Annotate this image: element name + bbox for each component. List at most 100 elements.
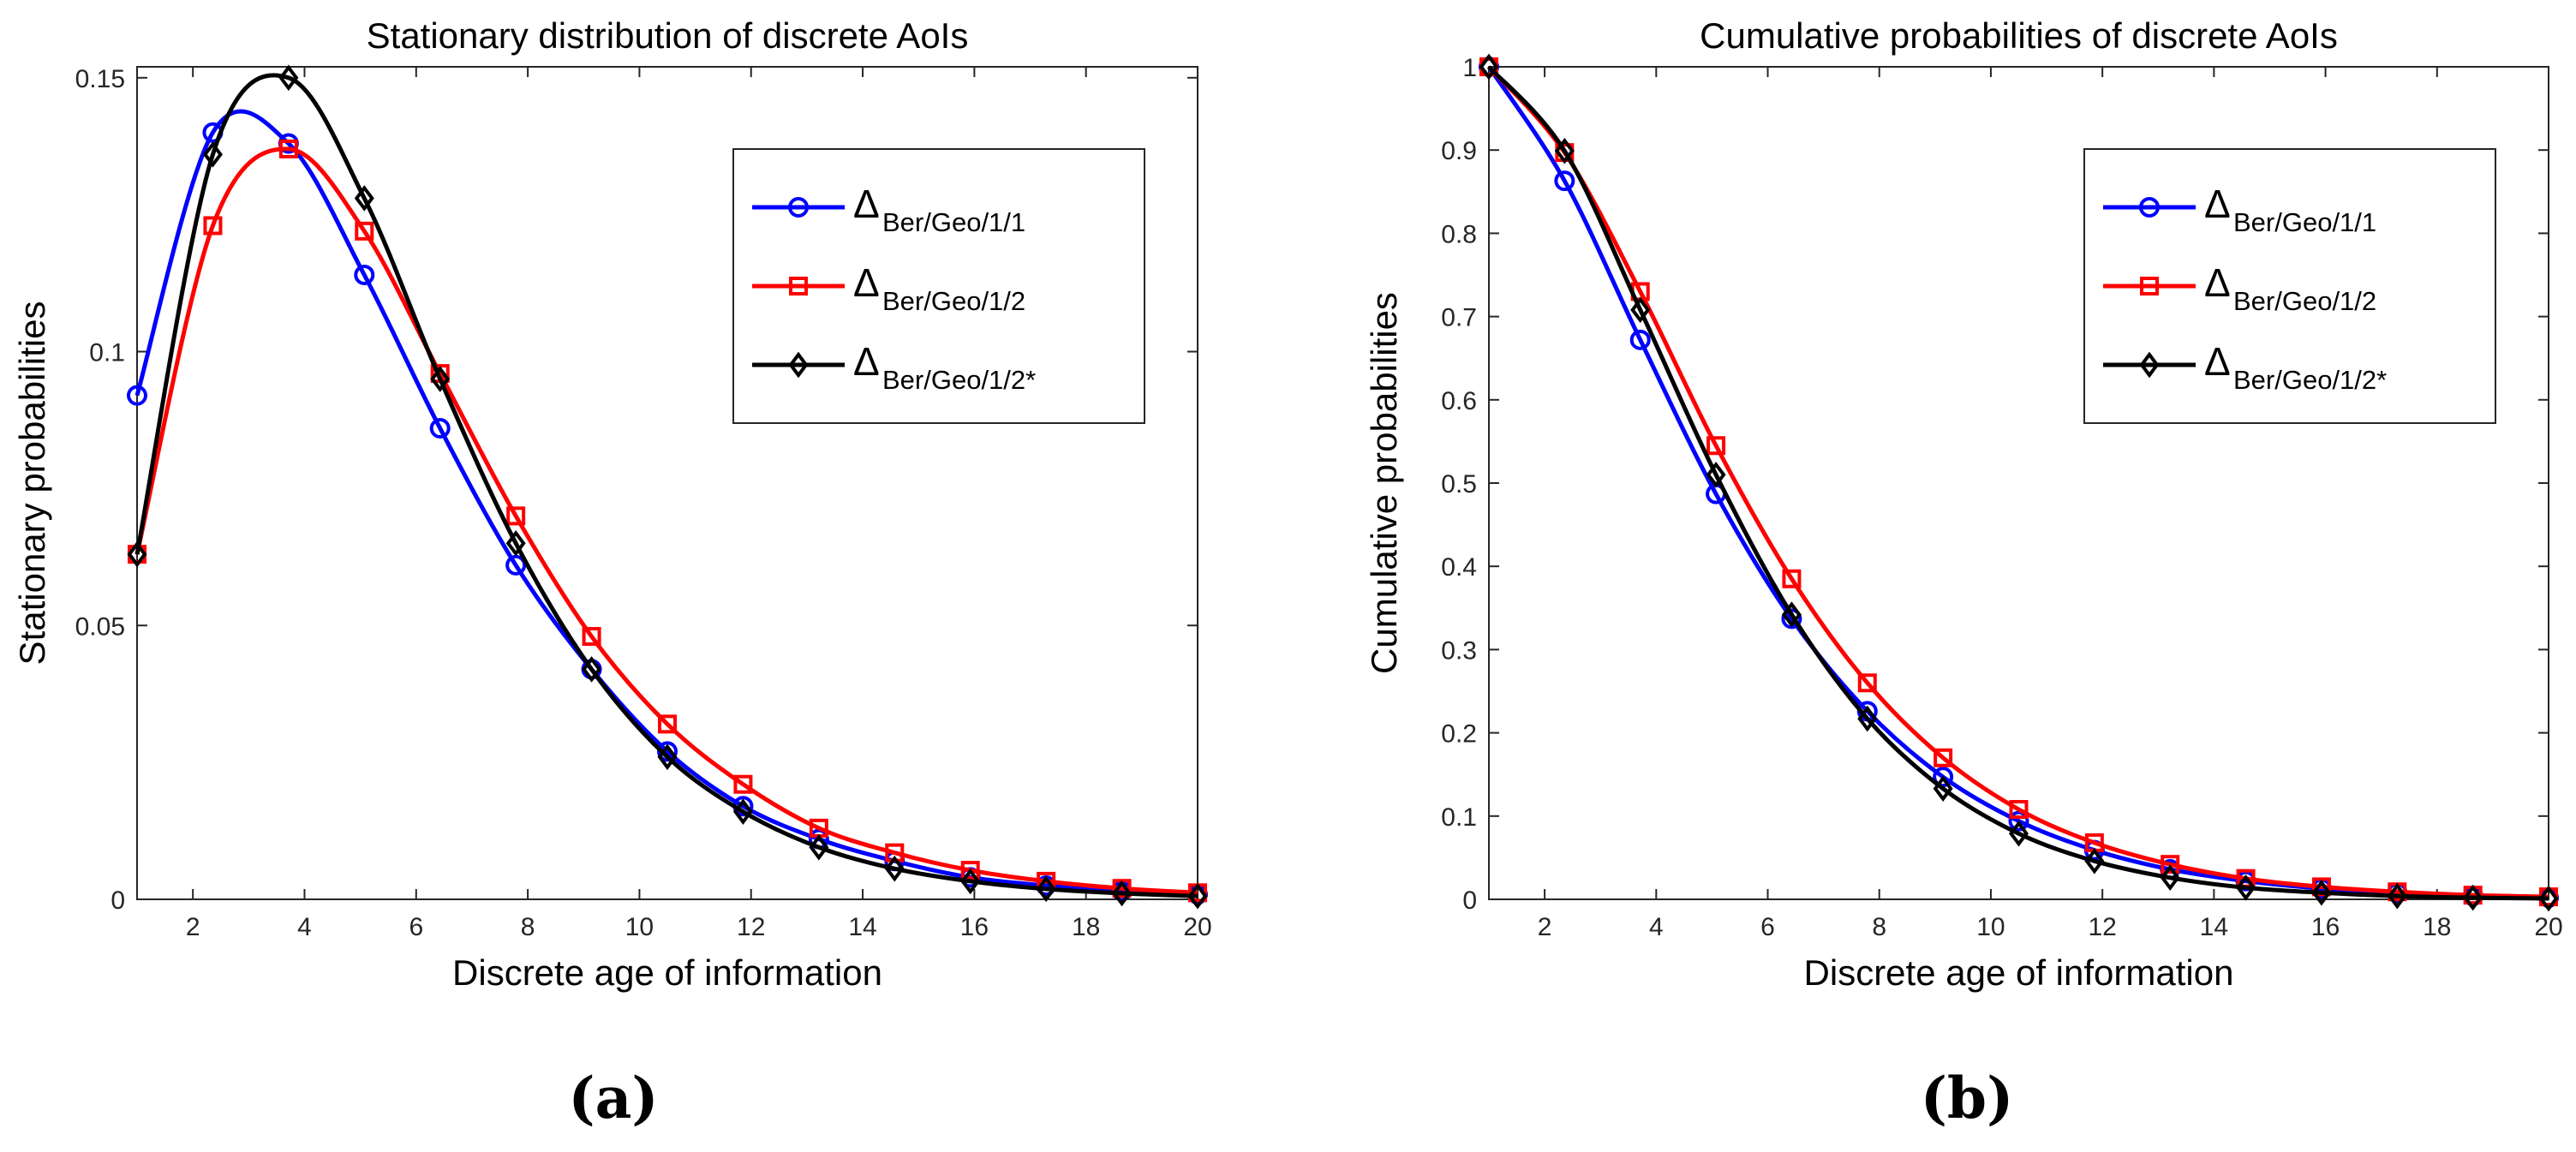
data-point	[2009, 820, 2029, 847]
data-point	[960, 868, 981, 895]
y-tick-label: 0.5	[1441, 470, 1477, 498]
chart-panel-a: 2 4 6 8 10 12 14 16 18 20 0 0.05 0.1 0.15 Stationary d…	[12, 15, 1212, 1131]
data-point	[354, 185, 374, 212]
data-point	[127, 385, 147, 406]
data-point	[1781, 601, 1802, 628]
data-point	[1630, 296, 1651, 324]
legend-entry: Δ Ber/Geo/1/1	[2103, 182, 2376, 237]
data-point	[1187, 882, 1208, 910]
data-point	[202, 140, 223, 168]
legend-entry: Δ Ber/Geo/1/2	[2103, 260, 2376, 316]
legend-symbol: Δ	[853, 182, 880, 226]
data-point	[1782, 569, 1802, 588]
data-point	[809, 833, 829, 861]
data-point	[1629, 329, 1651, 350]
y-tick-label: 0.2	[1441, 720, 1477, 749]
data-point	[2161, 855, 2180, 874]
legend-marker	[789, 277, 808, 295]
data-point	[1933, 748, 1953, 767]
data-point	[658, 714, 677, 734]
series-3	[1479, 53, 2559, 912]
x-tick-label: 14	[848, 913, 876, 941]
data-point	[2084, 847, 2105, 874]
data-point	[1706, 461, 1726, 488]
series-3	[127, 64, 1208, 910]
legend-symbol: Δ	[2204, 182, 2231, 226]
x-tick-label: 2	[186, 913, 200, 941]
data-point	[2538, 885, 2559, 912]
data-point	[354, 265, 375, 285]
y-tick-label: 0.05	[75, 612, 125, 641]
data-point	[1706, 436, 1726, 456]
legend-subscript: Ber/Geo/1/1	[882, 207, 1025, 237]
data-point	[2160, 864, 2180, 892]
legend-marker	[788, 197, 809, 218]
y-tick-label: 0.3	[1441, 636, 1477, 665]
legend-marker	[2139, 197, 2160, 218]
data-point	[127, 540, 147, 568]
x-tick-label: 2	[1538, 913, 1552, 941]
data-point	[1554, 137, 1575, 164]
x-tick-label: 12	[2088, 913, 2116, 941]
panel-label: (b)	[1921, 1065, 2014, 1131]
data-point	[1112, 880, 1133, 907]
x-tick-label: 20	[2534, 913, 2562, 941]
x-tick-label: 20	[1183, 913, 1211, 941]
data-point	[355, 221, 374, 241]
y-axis-label: Stationary probabilities	[12, 301, 52, 666]
data-point	[2463, 884, 2483, 911]
chart-panel-b: 2 4 6 8 10 12 14 16 18 20 0 0.1 0.2 0.3 0.4 0.5 0.6 0.7 0.…	[1364, 15, 2563, 1131]
series-line	[134, 146, 1198, 895]
data-point	[203, 216, 223, 236]
data-point	[1554, 170, 1575, 192]
x-axis-label: Discrete age of information	[1804, 952, 2234, 993]
data-point	[1036, 875, 1056, 903]
chart-title: Cumulative probabilities of discrete AoI…	[1700, 15, 2338, 56]
y-tick-label: 0.4	[1441, 553, 1477, 582]
data-point	[2008, 810, 2029, 832]
legend: Δ Ber/Geo/1/1Δ Ber/Geo/1/2Δ Ber/Geo/1/2*	[2083, 148, 2496, 424]
x-tick-label: 18	[2423, 913, 2451, 941]
legend-subscript: Ber/Geo/1/1	[2233, 207, 2376, 237]
data-point	[1857, 705, 1878, 732]
data-point	[1933, 767, 1954, 788]
chart-title: Stationary distribution of discrete AoIs	[367, 15, 969, 56]
y-axis-label: Cumulative probabilities	[1364, 292, 1404, 674]
data-point	[1479, 53, 1499, 81]
legend-entry: Δ Ber/Geo/1/2	[752, 260, 1025, 316]
legend-symbol: Δ	[2204, 339, 2231, 384]
x-tick-label: 14	[2200, 913, 2228, 941]
legend-marker	[788, 351, 809, 379]
y-tick-label: 0	[111, 886, 125, 915]
x-tick-label: 6	[409, 913, 423, 941]
data-point	[1933, 775, 1953, 803]
legend-symbol: Δ	[853, 260, 880, 305]
y-tick-label: 0.7	[1441, 304, 1477, 332]
data-point	[2387, 882, 2407, 910]
x-tick-label: 10	[1976, 913, 2005, 941]
legend-subscript: Ber/Geo/1/2	[2233, 286, 2376, 316]
y-tick-label: 0.8	[1441, 220, 1477, 248]
x-tick-label: 18	[1072, 913, 1100, 941]
x-tick-label: 8	[521, 913, 535, 941]
data-point	[2311, 879, 2332, 906]
x-tick-label: 16	[960, 913, 989, 941]
y-tick-label: 0.6	[1441, 387, 1477, 415]
x-tick-label: 12	[737, 913, 765, 941]
data-point	[733, 774, 753, 794]
data-point	[2009, 800, 2029, 820]
legend: Δ Ber/Geo/1/1Δ Ber/Geo/1/2Δ Ber/Geo/1/2*	[732, 148, 1145, 424]
x-tick-label: 8	[1872, 913, 1886, 941]
legend-entry: Δ Ber/Geo/1/2*	[752, 339, 1036, 395]
data-point	[582, 627, 601, 647]
y-tick-label: 0.15	[75, 65, 125, 93]
x-tick-label: 4	[297, 913, 312, 941]
x-tick-label: 6	[1760, 913, 1775, 941]
panel-label: (a)	[568, 1065, 658, 1131]
data-point	[732, 798, 753, 826]
legend-subscript: Ber/Geo/1/2	[882, 286, 1025, 316]
data-point	[278, 64, 299, 92]
data-point	[505, 530, 526, 557]
data-point	[960, 861, 980, 880]
